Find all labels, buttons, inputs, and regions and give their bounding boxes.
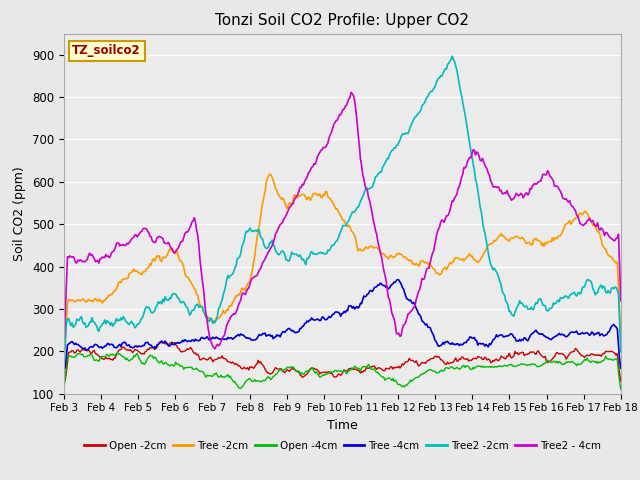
Tree2 - 4cm xyxy=(234,302,242,308)
Line: Tree -2cm: Tree -2cm xyxy=(64,174,621,361)
Tree2 - 4cm xyxy=(568,204,576,209)
Tree -2cm xyxy=(296,193,304,199)
Tree -2cm xyxy=(399,254,407,260)
Tree -4cm xyxy=(295,329,303,335)
Open -2cm xyxy=(60,378,68,384)
Tree2 -2cm xyxy=(399,132,406,137)
Tree -2cm xyxy=(373,244,381,250)
Tree2 -2cm xyxy=(295,253,303,259)
Tree2 -2cm xyxy=(372,174,380,180)
Tree -4cm xyxy=(617,365,625,371)
Tree -4cm xyxy=(567,329,575,335)
Title: Tonzi Soil CO2 Profile: Upper CO2: Tonzi Soil CO2 Profile: Upper CO2 xyxy=(216,13,469,28)
Tree2 - 4cm xyxy=(60,343,68,348)
Tree -4cm xyxy=(60,365,68,371)
Open -2cm xyxy=(470,356,478,361)
Tree2 -2cm xyxy=(449,53,456,59)
Tree2 -2cm xyxy=(617,349,625,355)
Tree2 - 4cm xyxy=(617,298,625,304)
Line: Open -2cm: Open -2cm xyxy=(64,342,621,381)
Tree -4cm xyxy=(234,333,241,338)
Tree2 - 4cm xyxy=(296,185,304,191)
Tree -2cm xyxy=(60,358,68,364)
Open -4cm xyxy=(617,386,625,392)
Line: Open -4cm: Open -4cm xyxy=(64,353,621,389)
Y-axis label: Soil CO2 (ppm): Soil CO2 (ppm) xyxy=(13,166,26,261)
Tree -4cm xyxy=(394,277,401,283)
Tree2 -2cm xyxy=(470,167,478,173)
Open -2cm xyxy=(373,366,381,372)
Open -2cm xyxy=(399,362,407,368)
Open -4cm xyxy=(373,370,381,375)
Tree2 -2cm xyxy=(567,291,575,297)
Open -4cm xyxy=(114,350,122,356)
Open -4cm xyxy=(234,385,242,391)
Open -4cm xyxy=(296,371,304,377)
Tree2 -2cm xyxy=(234,256,241,262)
Tree -2cm xyxy=(617,336,625,341)
Open -4cm xyxy=(567,360,575,365)
Tree -4cm xyxy=(470,335,478,340)
Open -4cm xyxy=(470,366,478,372)
Legend: Open -2cm, Tree -2cm, Open -4cm, Tree -4cm, Tree2 -2cm, Tree2 - 4cm: Open -2cm, Tree -2cm, Open -4cm, Tree -4… xyxy=(80,437,605,455)
Open -2cm xyxy=(168,339,176,345)
Line: Tree2 -2cm: Tree2 -2cm xyxy=(64,56,621,368)
Tree -2cm xyxy=(234,293,241,299)
Tree -4cm xyxy=(372,284,380,290)
Tree2 - 4cm xyxy=(211,346,219,352)
Open -2cm xyxy=(617,378,625,384)
Line: Tree2 - 4cm: Tree2 - 4cm xyxy=(64,93,621,349)
Text: TZ_soilco2: TZ_soilco2 xyxy=(72,44,141,58)
Line: Tree -4cm: Tree -4cm xyxy=(64,280,621,368)
Tree -2cm xyxy=(266,171,273,177)
Tree -4cm xyxy=(399,286,407,291)
Tree -2cm xyxy=(470,257,478,263)
Open -2cm xyxy=(234,363,242,369)
X-axis label: Time: Time xyxy=(327,419,358,432)
Tree2 - 4cm xyxy=(472,152,479,158)
Tree2 - 4cm xyxy=(401,322,408,327)
Tree2 - 4cm xyxy=(348,90,355,96)
Open -2cm xyxy=(567,349,575,355)
Open -2cm xyxy=(296,372,304,378)
Tree2 -2cm xyxy=(60,365,68,371)
Open -4cm xyxy=(60,386,68,392)
Tree2 - 4cm xyxy=(374,239,381,245)
Tree -2cm xyxy=(567,221,575,227)
Open -4cm xyxy=(399,383,407,389)
